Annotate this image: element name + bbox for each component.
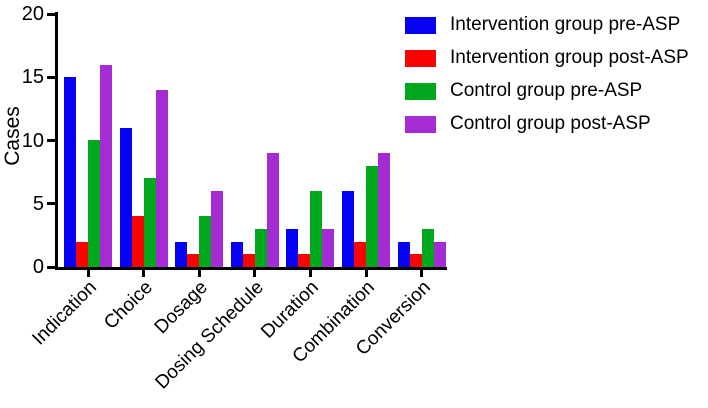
- bar-duration-intervention-group-post-asp: [298, 254, 311, 267]
- x-tick-dosing-schedule: [253, 270, 257, 277]
- x-tick-conversion: [420, 270, 424, 277]
- bar-combination-control-group-pre-asp: [366, 166, 378, 267]
- y-tick-20: [47, 12, 56, 16]
- y-axis: [55, 12, 58, 270]
- bar-conversion-control-group-post-asp: [433, 242, 446, 267]
- x-tick-dosage: [197, 270, 201, 277]
- x-tick-indication: [86, 270, 90, 277]
- legend-label: Intervention group post-ASP: [450, 47, 689, 68]
- legend-label: Control group pre-ASP: [450, 80, 643, 101]
- legend-item: Intervention group post-ASP: [405, 47, 689, 69]
- y-tick-10: [47, 139, 56, 142]
- y-tick-label-20: 20: [21, 3, 44, 25]
- bar-dosing-schedule-intervention-group-pre-asp: [230, 242, 243, 267]
- y-tick-label-0: 0: [32, 256, 44, 278]
- legend: Intervention group pre-ASP Intervention …: [405, 14, 689, 146]
- bar-indication-control-group-pre-asp: [88, 140, 100, 267]
- y-tick-15: [47, 75, 56, 79]
- bar-indication-control-group-post-asp: [100, 65, 112, 267]
- bar-dosage-intervention-group-pre-asp: [175, 242, 188, 267]
- y-tick-label-10: 10: [21, 129, 44, 152]
- x-tick-combination: [364, 270, 368, 277]
- bar-conversion-intervention-group-post-asp: [409, 254, 422, 267]
- bar-combination-intervention-group-pre-asp: [342, 191, 354, 267]
- legend-swatch-intervention-pre-asp: [405, 16, 436, 34]
- legend-swatch-control-pre-asp: [405, 82, 436, 100]
- bar-dosage-control-group-post-asp: [211, 191, 224, 267]
- legend-item: Control group pre-ASP: [405, 80, 689, 102]
- bar-indication-intervention-group-post-asp: [76, 242, 88, 267]
- legend-item: Control group post-ASP: [405, 113, 689, 135]
- bar-dosing-schedule-control-group-pre-asp: [254, 229, 267, 267]
- legend-label: Intervention group pre-ASP: [450, 14, 681, 35]
- bar-combination-control-group-post-asp: [378, 153, 390, 267]
- bar-duration-control-group-pre-asp: [310, 191, 323, 267]
- bar-dosage-intervention-group-post-asp: [187, 254, 200, 267]
- legend-swatch-intervention-post-asp: [405, 49, 436, 67]
- bar-conversion-control-group-pre-asp: [421, 229, 434, 267]
- bar-conversion-intervention-group-pre-asp: [397, 242, 410, 267]
- y-tick-5: [47, 202, 56, 206]
- y-tick-label-5: 5: [32, 192, 44, 215]
- bar-indication-intervention-group-pre-asp: [64, 77, 76, 267]
- legend-item: Intervention group pre-ASP: [405, 14, 689, 36]
- x-axis: [55, 267, 447, 270]
- bar-dosage-control-group-pre-asp: [199, 216, 212, 267]
- bar-dosing-schedule-control-group-post-asp: [266, 153, 279, 267]
- bar-choice-intervention-group-post-asp: [131, 216, 144, 267]
- y-tick-0: [47, 265, 56, 269]
- bar-duration-control-group-post-asp: [322, 229, 335, 267]
- legend-swatch-control-post-asp: [405, 115, 436, 133]
- bar-choice-intervention-group-pre-asp: [119, 128, 132, 267]
- legend-label: Control group post-ASP: [450, 113, 651, 134]
- bar-duration-intervention-group-pre-asp: [286, 229, 299, 267]
- bar-dosing-schedule-intervention-group-post-asp: [242, 254, 255, 267]
- bar-combination-intervention-group-post-asp: [354, 242, 366, 267]
- bar-choice-control-group-pre-asp: [143, 178, 156, 267]
- bar-choice-control-group-post-asp: [155, 90, 168, 267]
- x-tick-choice: [142, 270, 146, 277]
- y-tick-label-15: 15: [21, 66, 44, 89]
- x-tick-duration: [308, 270, 312, 277]
